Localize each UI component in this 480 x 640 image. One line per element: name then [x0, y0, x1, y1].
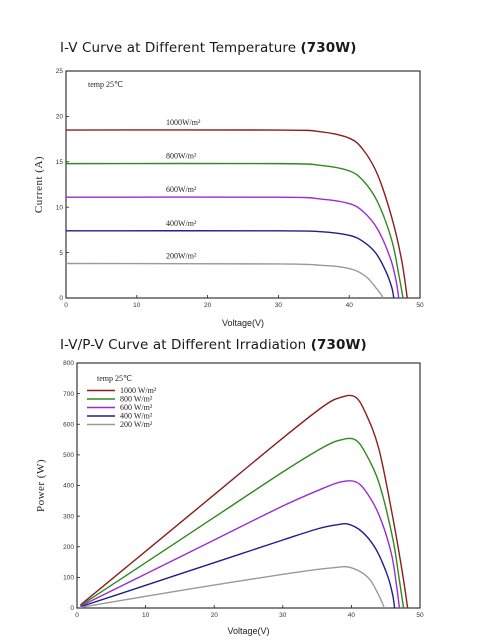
iv-y-tick-label: 0: [59, 295, 63, 302]
pv-y-tick-label: 700: [63, 391, 74, 398]
iv-series-line-0: [65, 129, 408, 299]
pv-series-line-1: [80, 437, 405, 609]
iv-x-tick-label: 0: [64, 302, 68, 309]
chart-title-pv: I-V/P-V Curve at Different Irradiation (…: [60, 337, 367, 353]
pv-x-tick-label: 20: [211, 612, 219, 619]
iv-series-label-3: 400W/m²: [166, 219, 197, 228]
chart-title-iv: I-V Curve at Different Temperature (730W…: [60, 40, 357, 56]
iv-x-tick-label: 20: [204, 302, 212, 309]
pv-series-line-4: [80, 565, 385, 609]
pv-x-tick-label: 10: [142, 612, 150, 619]
iv-y-tick-label: 10: [56, 204, 64, 211]
iv-series-label-2: 600W/m²: [166, 185, 197, 194]
pv-series-line-3: [80, 522, 396, 609]
pv-y-tick-label: 800: [63, 360, 74, 367]
pv-x-tick-label: 0: [75, 612, 79, 619]
pv-x-tick-label: 50: [416, 612, 424, 619]
pv-y-tick-label: 0: [70, 605, 74, 612]
iv-y-tick-label: 25: [56, 68, 64, 75]
iv-series-label-1: 800W/m²: [166, 152, 197, 161]
pv-y-tick-label: 300: [63, 513, 74, 520]
chart-title-pv-main: I-V/P-V Curve at Different Irradiation: [60, 337, 311, 353]
iv-series-label-4: 200W/m²: [166, 251, 197, 260]
pv-x-tick-label: 40: [348, 612, 356, 619]
iv-plot-frame: [65, 70, 421, 299]
iv-series-line-1: [65, 162, 404, 299]
iv-series-label-0: 1000W/m²: [166, 118, 201, 127]
pv-x-tick-label: 30: [279, 612, 287, 619]
pv-series-line-2: [80, 480, 401, 609]
iv-y-axis-label: Current (A): [33, 156, 45, 213]
pv-temp-annotation: temp 25℃: [97, 374, 132, 383]
pv-legend-label-4: 200 W/m²: [120, 420, 153, 429]
pv-y-tick-label: 400: [63, 483, 74, 490]
pv-y-tick-label: 200: [63, 544, 74, 551]
pv-x-axis-label: Voltage(V): [227, 626, 269, 636]
iv-temp-annotation: temp 25℃: [88, 80, 123, 89]
iv-x-tick-label: 50: [416, 302, 424, 309]
pv-y-axis-label: Power (W): [35, 459, 47, 512]
iv-x-tick-label: 10: [133, 302, 141, 309]
pv-legend-label-0: 1000 W/m²: [120, 386, 157, 395]
chart-title-pv-bold: (730W): [310, 337, 367, 353]
chart-title-iv-main: I-V Curve at Different Temperature: [60, 40, 301, 56]
chart-title-iv-bold: (730W): [300, 40, 357, 56]
iv-series-line-3: [65, 230, 395, 299]
pv-y-tick-label: 600: [63, 421, 74, 428]
pv-legend-label-1: 800 W/m²: [120, 395, 153, 404]
iv-y-tick-label: 20: [56, 114, 64, 121]
iv-y-tick-label: 15: [56, 159, 64, 166]
pv-y-tick-label: 100: [63, 575, 74, 582]
iv-x-tick-label: 30: [275, 302, 283, 309]
pv-y-tick-label: 500: [63, 452, 74, 459]
iv-series-line-4: [65, 262, 384, 299]
iv-series-line-2: [65, 196, 400, 299]
iv-x-axis-label: Voltage(V): [222, 318, 264, 328]
pv-series-line-0: [79, 394, 409, 609]
pv-legend-label-2: 600 W/m²: [120, 403, 153, 412]
iv-x-tick-label: 40: [346, 302, 354, 309]
iv-y-tick-label: 5: [59, 250, 63, 257]
pv-legend-label-3: 400 W/m²: [120, 412, 153, 421]
